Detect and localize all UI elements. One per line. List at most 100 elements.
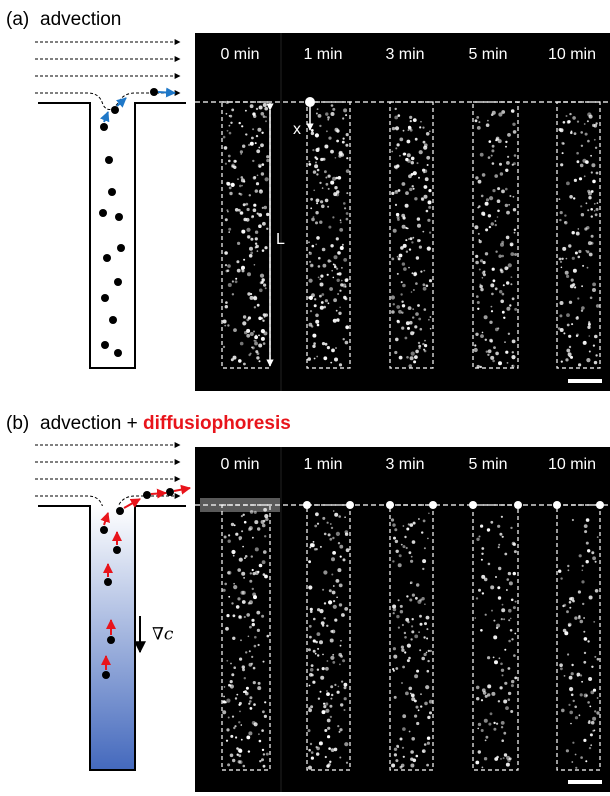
particle [419, 327, 423, 331]
particle [416, 669, 420, 673]
particle [330, 260, 332, 263]
particle [332, 551, 336, 555]
particle [483, 718, 488, 723]
particle [490, 310, 494, 313]
particle [495, 576, 497, 578]
particle [263, 519, 266, 523]
particle [399, 604, 403, 608]
particle [494, 223, 497, 227]
particle [317, 276, 320, 279]
particle [406, 643, 411, 648]
time-label: 10 min [548, 46, 596, 63]
particle [324, 198, 329, 203]
particle [234, 725, 237, 728]
particle [222, 135, 226, 139]
particle [500, 299, 505, 304]
particle [241, 229, 246, 234]
particle [344, 530, 349, 534]
particle [252, 681, 256, 685]
particle [240, 268, 243, 270]
particle [408, 364, 413, 368]
particle [319, 640, 323, 645]
particle [319, 294, 322, 298]
particle [256, 174, 259, 177]
particle [319, 690, 322, 693]
particle [583, 524, 588, 528]
particle [484, 252, 489, 256]
particle [264, 106, 269, 111]
particle [337, 176, 342, 180]
particle [396, 272, 399, 275]
particle [505, 706, 509, 710]
particle [308, 624, 312, 628]
particle [410, 750, 414, 754]
particle [568, 703, 571, 707]
particle [513, 231, 516, 234]
particle [477, 232, 480, 235]
particle [248, 702, 251, 705]
particle [426, 164, 429, 166]
particle [393, 695, 397, 699]
particle [479, 284, 483, 289]
particle [510, 252, 515, 256]
particle [583, 630, 586, 633]
particle [483, 315, 488, 320]
particle [229, 753, 234, 758]
particle [256, 212, 259, 215]
particle [406, 527, 410, 531]
particle [248, 143, 251, 147]
particle [406, 153, 411, 158]
particle [239, 211, 244, 215]
particle [251, 655, 254, 659]
particle [264, 701, 267, 704]
particle [248, 526, 253, 531]
particle [402, 727, 406, 731]
particle [412, 289, 415, 291]
particle [233, 582, 235, 585]
particle [506, 281, 510, 285]
particle [344, 340, 349, 345]
particle [499, 532, 503, 536]
particle [310, 131, 315, 136]
particle [561, 257, 564, 260]
particle [584, 132, 588, 136]
particle [475, 597, 479, 600]
particle [505, 140, 508, 144]
particle [492, 279, 496, 283]
particle [569, 284, 574, 289]
particle [400, 543, 403, 546]
particle [409, 582, 412, 585]
particle [336, 139, 339, 143]
particle [585, 541, 589, 545]
particle [264, 535, 267, 538]
particle [583, 617, 585, 619]
particle [513, 154, 517, 157]
particle [266, 227, 269, 230]
particle [493, 635, 498, 640]
particle [563, 675, 566, 677]
particle [564, 214, 567, 217]
particle [571, 256, 575, 260]
particle [571, 518, 575, 522]
particle [257, 127, 262, 132]
particle [500, 270, 504, 274]
time-label: 1 min [303, 46, 342, 63]
particle [394, 190, 399, 195]
particle [251, 136, 254, 140]
particle [500, 242, 504, 247]
particle [334, 683, 337, 687]
particle [262, 342, 266, 345]
particle [258, 360, 261, 363]
particle [496, 199, 501, 203]
particle [591, 551, 595, 555]
particle [345, 217, 349, 221]
particle [499, 686, 503, 690]
particle [261, 163, 265, 166]
particle [257, 681, 261, 685]
particle [509, 617, 512, 620]
particle [493, 346, 496, 349]
particle [343, 697, 347, 701]
particle [332, 536, 335, 540]
particle [308, 560, 311, 564]
particle [429, 316, 432, 318]
